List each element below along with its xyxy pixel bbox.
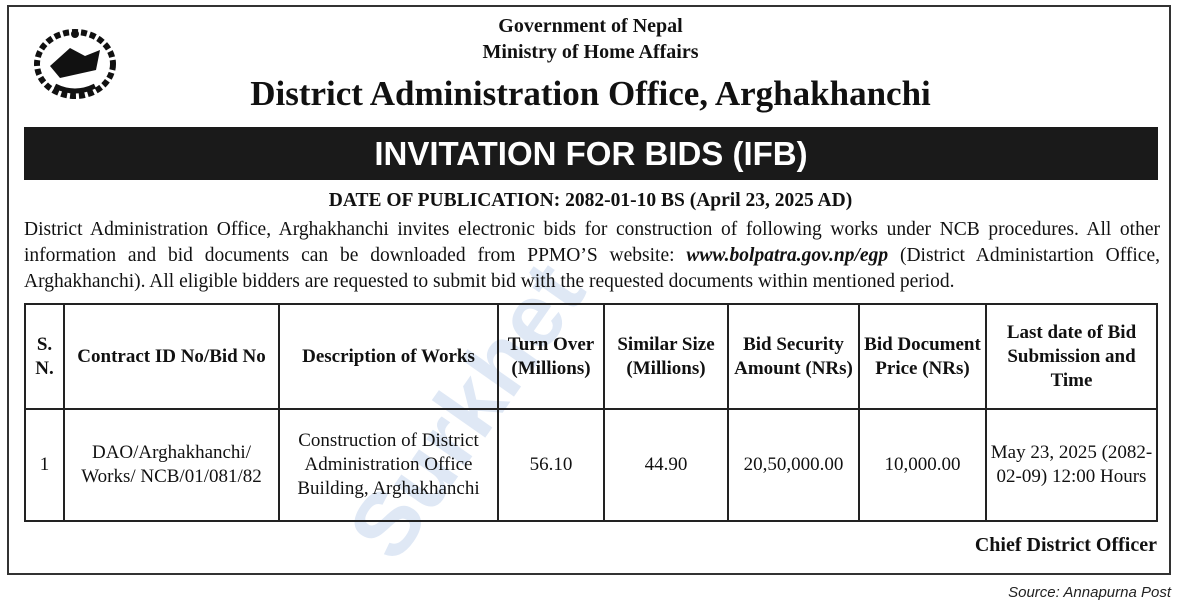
cell-document-price: 10,000.00 — [858, 408, 987, 522]
office-title: District Administration Office, Arghakha… — [250, 74, 931, 113]
table-row: 1 DAO/Arghakhanchi/ Works/ NCB/01/081/82… — [24, 408, 1158, 522]
cell-turnover: 56.10 — [497, 408, 605, 522]
source-credit: Source: Annapurna Post — [1008, 584, 1171, 601]
cell-contract-id: DAO/Arghakhanchi/ Works/ NCB/01/081/82 — [63, 408, 280, 522]
header-deadline: Last date of Bid Submission and Time — [985, 303, 1158, 410]
cell-deadline: May 23, 2025 (2082-02-09) 12:00 Hours — [985, 408, 1158, 522]
paragraph-text: District Administration Office, Arghakha… — [24, 219, 1160, 266]
cell-sn: 1 — [24, 408, 65, 522]
cell-bid-security: 20,50,000.00 — [727, 408, 860, 522]
notice-border — [7, 5, 1171, 575]
publication-value: : 2082-01-10 BS (April 23, 2025 AD) — [553, 190, 853, 211]
publication-date: DATE OF PUBLICATION: 2082-01-10 BS (Apri… — [0, 190, 1181, 212]
header-description: Description of Works — [278, 303, 499, 410]
government-title: Government of Nepal — [498, 15, 683, 37]
ifb-banner: INVITATION FOR BIDS (IFB) — [24, 127, 1158, 180]
nepal-emblem-icon — [34, 29, 116, 99]
header-bid-security: Bid Security Amount (NRs) — [727, 303, 860, 410]
header-contract-id: Contract ID No/Bid No — [63, 303, 280, 410]
cell-description: Construction of District Administration … — [278, 408, 499, 522]
table-header-row: S. N. Contract ID No/Bid No Description … — [24, 303, 1158, 410]
header-turnover: Turn Over (Millions) — [497, 303, 605, 410]
header-sn: S. N. — [24, 303, 65, 410]
signatory: Chief District Officer — [974, 534, 1157, 556]
header-document-price: Bid Document Price (NRs) — [858, 303, 987, 410]
cell-similar-size: 44.90 — [603, 408, 729, 522]
paragraph-text-2: (District Administartion Office, Arghakh… — [24, 245, 1160, 292]
ministry-title: Ministry of Home Affairs — [482, 41, 699, 63]
bid-table: S. N. Contract ID No/Bid No Description … — [24, 303, 1158, 522]
publication-label: DATE OF PUBLICATION — [328, 190, 554, 211]
ppmo-link[interactable]: www.bolpatra.gov.np/egp — [686, 245, 889, 266]
header-similar-size: Similar Size (Millions) — [603, 303, 729, 410]
invitation-paragraph: District Administration Office, Arghakha… — [24, 217, 1160, 295]
